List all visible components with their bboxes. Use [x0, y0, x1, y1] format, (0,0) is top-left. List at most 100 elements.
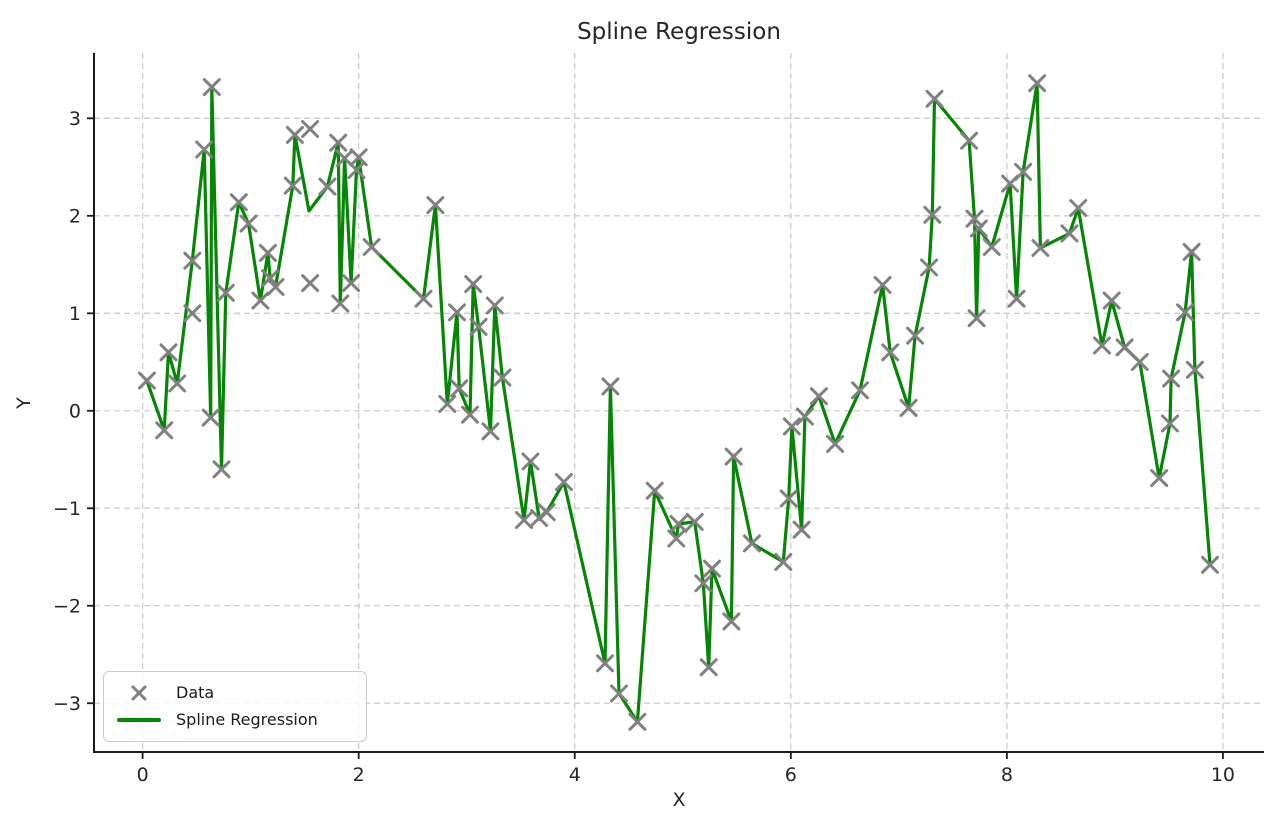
- x-data-marker: [1014, 162, 1033, 181]
- x-data-marker: [795, 407, 814, 426]
- x-data-marker: [201, 408, 220, 427]
- x-data-marker: [137, 371, 156, 390]
- x-data-marker: [168, 374, 187, 393]
- x-data-marker: [448, 303, 466, 322]
- x-data-marker: [969, 219, 988, 238]
- x-data-marker: [1162, 369, 1181, 388]
- x-data-marker: [669, 514, 688, 533]
- x-data-marker: [261, 269, 280, 288]
- x-data-marker: [195, 140, 214, 159]
- x-data-marker: [1102, 291, 1121, 310]
- x-data-marker: [1176, 303, 1195, 322]
- x-marker-icon: [116, 683, 162, 703]
- x-data-marker: [699, 658, 718, 677]
- x-data-marker: [601, 377, 620, 396]
- x-data-marker: [438, 395, 457, 413]
- legend-item-data: Data: [116, 679, 352, 706]
- x-data-marker: [469, 317, 488, 336]
- x-data-marker: [461, 405, 479, 424]
- line-swatch-icon: [116, 717, 162, 722]
- x-data-marker: [920, 258, 939, 277]
- x-data-marker: [873, 276, 892, 294]
- x-data-marker: [183, 251, 202, 270]
- x-data-marker: [258, 243, 277, 262]
- x-data-marker: [596, 654, 614, 673]
- x-tick-label: 4: [569, 764, 581, 786]
- x-data-marker: [329, 133, 348, 152]
- x-data-marker: [521, 452, 540, 471]
- x-tick-label: 2: [353, 764, 365, 786]
- x-data-marker: [229, 193, 248, 212]
- x-data-marker: [485, 296, 504, 315]
- x-data-marker: [1201, 555, 1219, 574]
- y-axis-label: Y: [13, 397, 35, 410]
- y-tick-label: 3: [69, 108, 81, 130]
- x-data-marker: [742, 534, 761, 553]
- x-data-marker: [1115, 338, 1134, 357]
- x-data-marker: [1185, 360, 1204, 379]
- y-tick-label: −3: [53, 693, 81, 715]
- x-data-marker: [628, 712, 647, 731]
- x-data-marker: [239, 214, 258, 233]
- x-data-marker: [318, 177, 337, 196]
- x-data-marker: [515, 511, 533, 529]
- x-data-marker: [464, 275, 483, 294]
- y-tick-label: 2: [69, 205, 81, 227]
- x-data-marker: [774, 552, 793, 571]
- x-data-marker: [481, 422, 500, 441]
- x-data-marker: [159, 343, 178, 362]
- chart-title: Spline Regression: [577, 19, 781, 45]
- x-data-marker: [899, 398, 918, 417]
- x-data-marker: [667, 529, 686, 548]
- x-data-marker: [1031, 239, 1050, 257]
- x-tick-label: 0: [137, 764, 149, 786]
- x-tick-label: 10: [1211, 764, 1235, 786]
- x-data-marker: [923, 205, 942, 224]
- x-tick-label: 8: [1001, 764, 1013, 786]
- x-data-marker: [493, 368, 512, 387]
- x-axis-label: X: [672, 789, 685, 811]
- x-data-marker: [703, 559, 721, 578]
- tick-labels: 0 2 4 6 8 10 −3 −2 −1 0 1 2 3: [53, 108, 1235, 786]
- legend-item-spline: Spline Regression: [116, 706, 352, 733]
- x-data-marker: [782, 417, 801, 436]
- x-data-marker: [331, 294, 350, 313]
- x-data-marker: [881, 343, 900, 362]
- axis-ticks: [87, 117, 1224, 759]
- x-data-marker: [1130, 353, 1149, 371]
- x-data-marker: [809, 387, 828, 406]
- x-data-marker: [1161, 414, 1179, 433]
- x-data-marker: [610, 684, 628, 703]
- x-data-marker: [1007, 289, 1026, 308]
- x-data-marker: [1093, 336, 1111, 355]
- legend: Data Spline Regression: [103, 671, 367, 742]
- x-data-marker: [202, 78, 221, 97]
- data-markers: [137, 74, 1219, 731]
- x-data-marker: [155, 421, 174, 440]
- x-tick-label: 6: [785, 764, 797, 786]
- x-data-marker: [450, 379, 469, 398]
- y-tick-label: −1: [53, 498, 81, 520]
- x-data-marker: [722, 612, 741, 631]
- x-data-marker: [301, 274, 320, 293]
- x-data-marker: [426, 196, 445, 215]
- x-data-marker: [1150, 469, 1169, 488]
- x-data-marker: [285, 125, 304, 144]
- x-data-marker: [1060, 224, 1079, 243]
- x-data-marker: [982, 238, 1001, 256]
- x-data-marker: [283, 176, 302, 195]
- x-data-marker: [183, 304, 202, 323]
- x-data-marker: [362, 238, 381, 256]
- x-data-marker: [1028, 74, 1047, 93]
- x-data-marker: [792, 520, 811, 539]
- x-data-marker: [826, 434, 845, 453]
- x-data-marker: [212, 460, 231, 479]
- x-data-marker: [906, 326, 925, 345]
- x-data-marker: [967, 309, 986, 328]
- x-data-marker: [349, 148, 368, 167]
- x-data-marker: [216, 283, 235, 302]
- x-data-marker: [301, 120, 320, 138]
- y-tick-label: 0: [69, 400, 81, 422]
- x-data-marker: [266, 278, 285, 296]
